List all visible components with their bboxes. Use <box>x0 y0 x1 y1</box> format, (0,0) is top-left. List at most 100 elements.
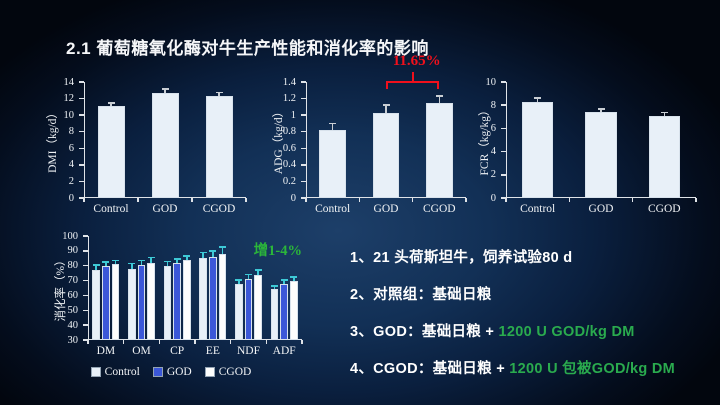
x-tick-mark <box>411 198 414 202</box>
x-category-label: CGOD <box>202 203 236 215</box>
bar <box>585 112 617 198</box>
y-tick-mark <box>79 114 84 116</box>
bar <box>244 279 253 340</box>
y-tick-mark <box>83 235 88 237</box>
error-bar <box>150 256 152 263</box>
y-axis-label: ADG（kg/d） <box>273 105 285 175</box>
y-tick-mark <box>79 180 84 183</box>
y-tick-mark <box>501 197 506 199</box>
x-tick-mark <box>568 198 571 202</box>
y-tick-mark <box>301 130 306 133</box>
y-tick-mark <box>301 180 306 183</box>
note-line: 1、21 头荷斯坦牛，饲养试验80 d <box>350 246 572 267</box>
adg-bar-chart: 0 0.2 0.4 0.6 0.8 1 1.2 1.4 ADG（kg/d） Control GOD C… <box>250 53 476 224</box>
y-tick-label: 50 <box>67 304 79 316</box>
y-tick-label: 8 <box>490 99 496 111</box>
x-tick-mark <box>505 198 507 202</box>
y-axis-label: 消化率（%） <box>55 254 67 322</box>
error-bar-cap <box>102 261 110 263</box>
y-tick-label: 10 <box>485 76 497 88</box>
error-bar <box>663 111 666 116</box>
y-tick-mark <box>79 97 84 100</box>
y-tick-label: 0 <box>68 192 74 204</box>
y-tick-label: 0.8 <box>282 126 296 138</box>
y-tick-mark <box>79 81 84 83</box>
bar <box>426 102 453 198</box>
y-tick-label: 2 <box>68 175 74 187</box>
error-bar <box>140 259 143 265</box>
y-tick-label: 2 <box>490 169 496 181</box>
bar <box>151 92 179 198</box>
bar <box>182 259 191 340</box>
bar <box>372 112 400 198</box>
y-tick-mark <box>83 324 88 326</box>
error-bar-cap <box>271 285 279 287</box>
legend-label: Control <box>104 366 140 378</box>
x-tick-mark <box>87 340 89 344</box>
y-tick-label: 8 <box>68 126 74 138</box>
fcr-bar-chart: 0 2 4 6 8 10 FCR（kg/kg） Control GOD CGOD <box>476 74 708 224</box>
error-bar-cap <box>235 279 243 281</box>
error-bar-cap <box>199 251 207 254</box>
bar <box>205 96 233 198</box>
y-tick-mark <box>301 197 306 199</box>
y-tick-mark <box>501 150 506 153</box>
error-bar <box>212 250 214 257</box>
y-tick-mark <box>301 97 306 100</box>
error-bar <box>273 285 276 290</box>
error-bar-cap <box>218 246 226 248</box>
x-tick-mark <box>695 198 697 202</box>
error-bar-cap <box>435 95 443 97</box>
x-category-label: GOD <box>152 203 178 215</box>
y-tick-label: 4 <box>68 159 74 171</box>
y-tick-label: 60 <box>67 289 79 301</box>
y-tick-label: 80 <box>67 260 79 272</box>
y-tick-mark <box>301 147 306 150</box>
error-bar-cap <box>329 122 337 125</box>
y-tick-mark <box>83 279 88 282</box>
y-tick-label: 0 <box>290 192 296 204</box>
bar <box>270 289 279 340</box>
x-tick-mark <box>158 340 161 344</box>
y-tick-label: 100 <box>62 230 78 242</box>
error-bar <box>105 261 107 266</box>
legend-swatch <box>152 367 163 377</box>
legend-item: CGOD <box>204 366 251 378</box>
bar <box>648 115 681 198</box>
note-line: 4、CGOD：基础日粮 + 1200 U 包被GOD/kg DM <box>350 357 675 378</box>
error-bar-cap <box>245 273 252 276</box>
y-tick-mark <box>79 147 84 150</box>
bar <box>173 262 182 340</box>
error-bar-cap <box>128 262 136 265</box>
note-line: 2、对照组：基础日粮 <box>350 283 492 304</box>
bar <box>208 256 217 340</box>
y-tick-label: 4 <box>490 146 496 158</box>
y-tick-label: 90 <box>67 245 79 257</box>
y-tick-label: 12 <box>63 93 75 105</box>
error-bar <box>186 255 188 260</box>
note-text-segment: 1200 U 包被GOD/kg DM <box>509 361 676 377</box>
chart-legend: Control GOD CGOD <box>28 366 314 378</box>
x-category-label: CGOD <box>648 203 681 215</box>
error-bar <box>221 246 224 254</box>
y-tick-mark <box>501 81 506 83</box>
bar <box>163 265 172 340</box>
error-bar <box>331 122 334 131</box>
bar <box>92 270 101 340</box>
legend-swatch <box>90 367 101 377</box>
significance-annotation: 11.65% <box>392 53 441 70</box>
bar <box>147 262 156 340</box>
significance-bracket <box>386 81 440 90</box>
bar <box>137 264 146 340</box>
y-tick-label: 40 <box>67 319 79 331</box>
error-bar-cap <box>597 108 605 110</box>
y-tick-label: 1.2 <box>282 93 296 105</box>
y-tick-mark <box>83 339 88 341</box>
y-tick-mark <box>83 250 88 252</box>
legend-label: GOD <box>166 366 192 378</box>
y-tick-label: 10 <box>63 109 75 121</box>
error-bar-cap <box>280 279 288 281</box>
error-bar <box>293 276 295 281</box>
error-bar <box>176 258 178 263</box>
